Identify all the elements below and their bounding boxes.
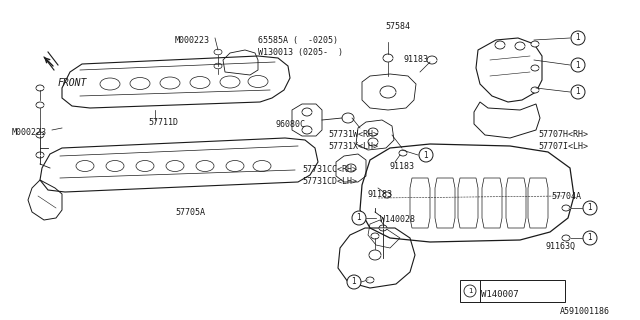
Text: 57731CD<LH>: 57731CD<LH> <box>302 177 357 186</box>
Text: A591001186: A591001186 <box>560 307 610 316</box>
FancyBboxPatch shape <box>460 280 565 302</box>
Ellipse shape <box>399 150 407 156</box>
Text: W140007: W140007 <box>481 290 518 299</box>
Text: 91183: 91183 <box>403 55 428 64</box>
Ellipse shape <box>383 192 391 198</box>
Ellipse shape <box>383 54 393 62</box>
Ellipse shape <box>214 49 222 55</box>
Ellipse shape <box>302 126 312 134</box>
Text: 57707H<RH>: 57707H<RH> <box>538 130 588 139</box>
Ellipse shape <box>346 164 356 172</box>
Text: 57705A: 57705A <box>175 208 205 217</box>
Text: 1: 1 <box>468 288 472 294</box>
Ellipse shape <box>380 86 396 98</box>
Circle shape <box>464 285 476 297</box>
Text: M000223: M000223 <box>175 36 210 45</box>
Circle shape <box>352 211 366 225</box>
Ellipse shape <box>36 152 44 158</box>
Ellipse shape <box>369 250 381 260</box>
Text: 91183: 91183 <box>390 162 415 171</box>
Text: 57584: 57584 <box>385 22 410 31</box>
Text: 1: 1 <box>351 277 356 286</box>
Text: 1: 1 <box>575 60 580 69</box>
Text: 57731CC<RH>: 57731CC<RH> <box>302 165 357 174</box>
Text: 57731W<RH>: 57731W<RH> <box>328 130 378 139</box>
Ellipse shape <box>368 138 378 146</box>
Ellipse shape <box>531 41 539 47</box>
Ellipse shape <box>36 85 44 91</box>
Ellipse shape <box>427 56 437 64</box>
Text: 57704A: 57704A <box>551 192 581 201</box>
Ellipse shape <box>531 87 539 93</box>
Text: 65585A (  -0205): 65585A ( -0205) <box>258 36 338 45</box>
Text: 57731X<LH>: 57731X<LH> <box>328 142 378 151</box>
Text: 91183: 91183 <box>368 190 393 199</box>
Ellipse shape <box>214 63 222 69</box>
Circle shape <box>583 201 597 215</box>
Ellipse shape <box>302 108 312 116</box>
Circle shape <box>347 275 361 289</box>
Text: 96080C: 96080C <box>276 120 306 129</box>
Ellipse shape <box>368 128 378 136</box>
Ellipse shape <box>36 102 44 108</box>
Ellipse shape <box>562 235 570 241</box>
Ellipse shape <box>531 65 539 71</box>
Text: W130013 (0205-  ): W130013 (0205- ) <box>258 48 343 57</box>
Text: 1: 1 <box>575 34 580 43</box>
Ellipse shape <box>366 277 374 283</box>
Circle shape <box>571 58 585 72</box>
Text: FRONT: FRONT <box>58 78 88 88</box>
Text: W140028: W140028 <box>380 215 415 224</box>
Ellipse shape <box>371 233 379 239</box>
Circle shape <box>419 148 433 162</box>
Text: M000223: M000223 <box>12 128 47 137</box>
Ellipse shape <box>515 42 525 50</box>
Circle shape <box>571 85 585 99</box>
Text: 1: 1 <box>588 234 593 243</box>
Text: 57707I<LH>: 57707I<LH> <box>538 142 588 151</box>
Ellipse shape <box>562 205 570 211</box>
Text: 1: 1 <box>588 204 593 212</box>
Text: 57711D: 57711D <box>148 118 178 127</box>
Text: 1: 1 <box>356 213 362 222</box>
Circle shape <box>571 31 585 45</box>
Ellipse shape <box>379 225 387 231</box>
Text: 1: 1 <box>424 150 428 159</box>
Text: 1: 1 <box>575 87 580 97</box>
Text: 91163Q: 91163Q <box>546 242 576 251</box>
Circle shape <box>583 231 597 245</box>
Ellipse shape <box>36 132 44 138</box>
Ellipse shape <box>495 41 505 49</box>
